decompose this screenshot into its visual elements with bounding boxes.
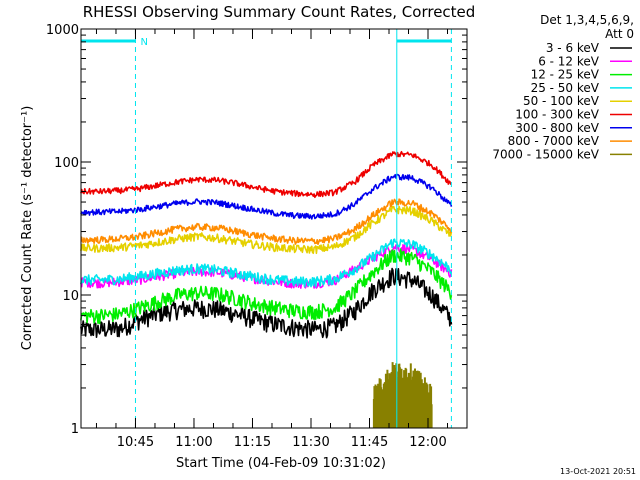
series-8 [80, 198, 453, 245]
legend-entry-6: 100 - 300 keV [515, 108, 632, 122]
x-tick-label-4: 11:30 [292, 435, 329, 450]
y-axis-label: Corrected Count Rate (s⁻¹ detector⁻¹) [20, 106, 35, 351]
legend-header-line-1: Det 1,3,4,5,6,9, [540, 13, 634, 27]
series-5 [80, 205, 453, 255]
y-tick-label-3: 100 [54, 156, 79, 171]
y-tick-label-4: 1000 [46, 23, 79, 38]
series-line-6 [80, 150, 452, 199]
x-tick-label-6: 12:00 [409, 435, 446, 450]
legend-header-line-2: Att 0 [605, 27, 634, 41]
legend-label-4: 25 - 50 keV [531, 81, 600, 95]
series-3 [80, 248, 453, 325]
series-6 [80, 150, 452, 199]
series-line-1 [80, 267, 453, 339]
legend-entry-1: 3 - 6 keV [546, 41, 632, 55]
x-tick-label-1: 10:45 [117, 435, 154, 450]
plot-frame [80, 28, 468, 429]
series-line-3 [80, 248, 453, 325]
legend-label-2: 6 - 12 keV [538, 54, 600, 68]
legend-label-5: 50 - 100 keV [523, 94, 600, 108]
legend-entry-8: 800 - 7000 keV [508, 134, 632, 148]
x-tick-label-5: 11:45 [351, 435, 388, 450]
series-7 [80, 173, 453, 220]
legend-entry-7: 300 - 800 keV [515, 121, 632, 135]
series-layer [80, 150, 453, 428]
series-line-4 [80, 238, 453, 288]
flag-label: N [140, 37, 147, 48]
series-line-7 [80, 173, 453, 220]
series-line-5 [80, 205, 453, 255]
legend-label-9: 7000 - 15000 keV [492, 147, 599, 161]
legend-entry-3: 12 - 25 keV [531, 68, 632, 82]
legend-label-3: 12 - 25 keV [531, 68, 600, 82]
legend-entry-9: 7000 - 15000 keV [492, 147, 632, 161]
series-9 [372, 362, 433, 428]
y-tick-label-2: 10 [62, 289, 79, 304]
series-4 [80, 238, 453, 288]
legend-label-8: 800 - 7000 keV [508, 134, 600, 148]
series-line-8 [80, 198, 453, 245]
x-axis-label: Start Time (04-Feb-09 10:31:02) [176, 456, 386, 471]
y-tick-label-1: 1 [71, 422, 79, 437]
x-tick-label-3: 11:15 [234, 435, 271, 450]
legend-label-1: 3 - 6 keV [546, 41, 600, 55]
annotation-layer: N [81, 29, 452, 428]
axis-layer: 1 10 100 1000 10:45 11:00 11:15 11:30 11:45 12:00 [46, 23, 468, 450]
chart-title: RHESSI Observing Summary Count Rates, Co… [83, 3, 476, 21]
legend-entry-4: 25 - 50 keV [531, 81, 632, 95]
legend-entry-2: 6 - 12 keV [538, 54, 632, 68]
legend-label-7: 300 - 800 keV [515, 121, 599, 135]
legend-entry-5: 50 - 100 keV [523, 94, 632, 108]
series-1 [80, 267, 453, 339]
generated-timestamp: 13-Oct-2021 20:51 [560, 467, 636, 476]
x-tick-label-2: 11:00 [175, 435, 212, 450]
legend-label-6: 100 - 300 keV [515, 108, 599, 122]
series-7000-15000-kev-line [372, 362, 433, 428]
